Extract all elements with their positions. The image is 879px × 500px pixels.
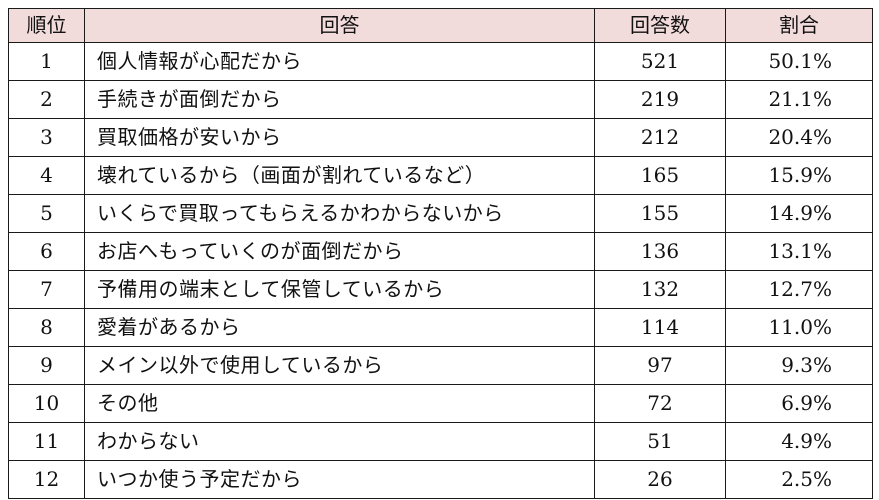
rank-cell: 11 xyxy=(8,422,85,461)
table-row: 10 その他 72 6.9% xyxy=(8,384,873,423)
count-cell: 132 xyxy=(594,270,726,309)
count-cell: 114 xyxy=(594,308,726,347)
answer-cell: 個人情報が心配だから xyxy=(84,42,595,81)
count-cell: 72 xyxy=(594,384,726,423)
table-row: 7 予備用の端末として保管しているから 132 12.7% xyxy=(8,270,873,309)
table-row: 3 買取価格が安いから 212 20.4% xyxy=(8,118,873,157)
count-cell: 26 xyxy=(594,460,726,499)
answer-cell: 買取価格が安いから xyxy=(84,118,595,157)
percent-cell: 14.9% xyxy=(725,194,873,233)
count-cell: 136 xyxy=(594,232,726,271)
answer-cell: メイン以外で使用しているから xyxy=(84,346,595,385)
rank-cell: 2 xyxy=(8,80,85,119)
percent-cell: 4.9% xyxy=(725,422,873,461)
header-row: 順位 回答 回答数 割合 xyxy=(8,8,873,43)
header-rank: 順位 xyxy=(8,8,85,43)
answer-cell: その他 xyxy=(84,384,595,423)
answer-cell: 手続きが面倒だから xyxy=(84,80,595,119)
rank-cell: 3 xyxy=(8,118,85,157)
count-cell: 521 xyxy=(594,42,726,81)
rank-cell: 7 xyxy=(8,270,85,309)
percent-cell: 20.4% xyxy=(725,118,873,157)
table-header: 順位 回答 回答数 割合 xyxy=(8,8,873,43)
percent-cell: 9.3% xyxy=(725,346,873,385)
count-cell: 97 xyxy=(594,346,726,385)
percent-cell: 12.7% xyxy=(725,270,873,309)
rank-cell: 9 xyxy=(8,346,85,385)
table-row: 5 いくらで買取ってもらえるかわからないから 155 14.9% xyxy=(8,194,873,233)
percent-cell: 15.9% xyxy=(725,156,873,195)
rank-cell: 1 xyxy=(8,42,85,81)
table-row: 4 壊れているから（画面が割れているなど） 165 15.9% xyxy=(8,156,873,195)
percent-cell: 50.1% xyxy=(725,42,873,81)
table-row: 1 個人情報が心配だから 521 50.1% xyxy=(8,42,873,81)
answer-cell: 愛着があるから xyxy=(84,308,595,347)
table-body: 1 個人情報が心配だから 521 50.1% 2 手続きが面倒だから 219 2… xyxy=(8,42,873,499)
table-row: 8 愛着があるから 114 11.0% xyxy=(8,308,873,347)
percent-cell: 21.1% xyxy=(725,80,873,119)
table-row: 11 わからない 51 4.9% xyxy=(8,422,873,461)
percent-cell: 2.5% xyxy=(725,460,873,499)
rank-cell: 8 xyxy=(8,308,85,347)
rank-cell: 10 xyxy=(8,384,85,423)
table-row: 6 お店へもっていくのが面倒だから 136 13.1% xyxy=(8,232,873,271)
percent-cell: 11.0% xyxy=(725,308,873,347)
count-cell: 212 xyxy=(594,118,726,157)
table-row: 2 手続きが面倒だから 219 21.1% xyxy=(8,80,873,119)
ranking-table: 順位 回答 回答数 割合 1 個人情報が心配だから 521 50.1% 2 手続… xyxy=(8,8,873,499)
rank-cell: 12 xyxy=(8,460,85,499)
table-row: 9 メイン以外で使用しているから 97 9.3% xyxy=(8,346,873,385)
rank-cell: 4 xyxy=(8,156,85,195)
answer-cell: お店へもっていくのが面倒だから xyxy=(84,232,595,271)
answer-cell: わからない xyxy=(84,422,595,461)
answer-cell: 壊れているから（画面が割れているなど） xyxy=(84,156,595,195)
header-answer: 回答 xyxy=(84,8,595,43)
count-cell: 219 xyxy=(594,80,726,119)
count-cell: 51 xyxy=(594,422,726,461)
header-count: 回答数 xyxy=(594,8,726,43)
count-cell: 155 xyxy=(594,194,726,233)
header-percent: 割合 xyxy=(725,8,873,43)
count-cell: 165 xyxy=(594,156,726,195)
rank-cell: 6 xyxy=(8,232,85,271)
percent-cell: 13.1% xyxy=(725,232,873,271)
answer-cell: いくらで買取ってもらえるかわからないから xyxy=(84,194,595,233)
answer-cell: いつか使う予定だから xyxy=(84,460,595,499)
rank-cell: 5 xyxy=(8,194,85,233)
table-row: 12 いつか使う予定だから 26 2.5% xyxy=(8,460,873,499)
percent-cell: 6.9% xyxy=(725,384,873,423)
answer-cell: 予備用の端末として保管しているから xyxy=(84,270,595,309)
